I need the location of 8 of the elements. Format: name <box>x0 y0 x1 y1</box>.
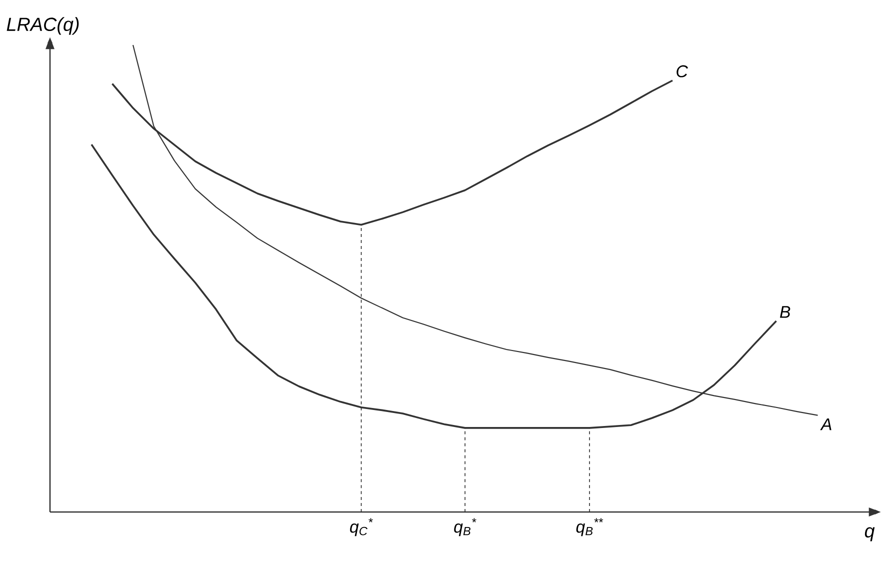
y-axis-title: LRAC(q) <box>6 17 79 35</box>
x-axis-title: q <box>864 527 875 542</box>
series-label: B <box>780 306 790 318</box>
x-tick-label: q$_{B}$** <box>576 518 604 536</box>
x-tick-label: q$_{C}$* <box>350 518 373 536</box>
x-tick-label: q$_{B}$* <box>454 518 476 536</box>
series-label: A <box>820 418 832 430</box>
series-label: C <box>676 65 688 78</box>
